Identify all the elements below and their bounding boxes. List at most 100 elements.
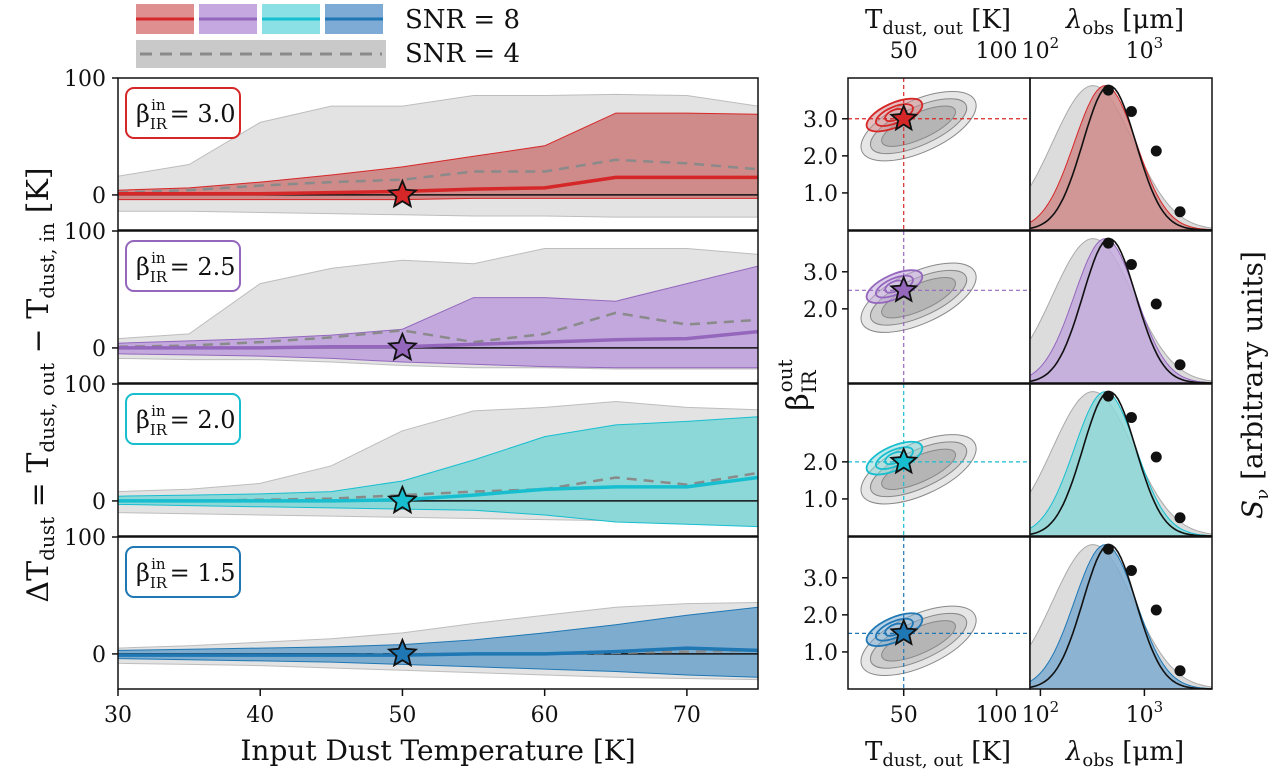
sed-data-point: [1125, 564, 1137, 576]
right-top-label: λobs [μm]: [1065, 5, 1184, 39]
snr8-median-line: [118, 175, 758, 196]
left-x-tick-label: 70: [673, 703, 701, 728]
sed-data-point: [1102, 84, 1114, 96]
left-y-tick-label: 100: [64, 220, 106, 245]
sed-data-point: [1174, 665, 1186, 677]
left-y-tick-label: 0: [92, 643, 106, 668]
mid-top-label: Tdust, out [K]: [865, 5, 1011, 39]
mid-x-tick-label-bottom: 100: [976, 703, 1018, 728]
snr4-median-line: [118, 311, 758, 349]
mid-y-tick-label: 2.0: [803, 451, 838, 476]
right-x-tick-label-top: 102: [1022, 34, 1060, 64]
sed-data-point: [1102, 237, 1114, 249]
beta-box: [125, 546, 241, 598]
right-panel-frame: [1029, 536, 1213, 690]
input-star: [889, 274, 919, 303]
snr8-median-line: [118, 646, 758, 657]
sed-curve: [1029, 84, 1212, 231]
left-x-tick-label: 40: [246, 703, 274, 728]
sed-band-color: [1029, 85, 1213, 231]
mid-panel-0: 3.0 2.0 1.0: [803, 77, 1031, 231]
beta-box-label: βIRin = 3.0: [136, 96, 235, 133]
input-star: [889, 103, 919, 132]
right-x-tick-label-bottom: 102: [1022, 698, 1060, 728]
left-x-tick-label: 60: [531, 703, 559, 728]
mid-y-tick-label: 1.0: [803, 641, 838, 666]
snr4-median-line: [118, 158, 758, 194]
left-panel-3: [118, 601, 758, 681]
input-star: [386, 484, 419, 515]
legend-snr8-swatches: [136, 4, 383, 34]
snr8-median-line: [118, 329, 758, 350]
mid-y-tick-label: 1.0: [803, 182, 838, 207]
sed-data-point: [1102, 390, 1114, 402]
input-star: [889, 446, 919, 475]
sed-curve: [1029, 543, 1212, 690]
left-panel-frame: [117, 230, 759, 384]
left-y-tick-label: 100: [64, 67, 106, 92]
mid-panel-1: 3.02.0: [803, 230, 1031, 384]
beta-box-label: βIRin = 1.5: [136, 555, 235, 592]
mid-y-label: βIRout: [773, 359, 821, 410]
sed-data-point: [1102, 543, 1114, 555]
left-panel-frame: [117, 536, 759, 690]
left-x-axis: 30 40 50 60 70: [104, 689, 701, 728]
sed-band-color: [1029, 391, 1213, 537]
left-y-tick-label: 100: [64, 526, 106, 551]
right-panel-1: [1029, 230, 1213, 384]
left-panel-frame: [117, 77, 759, 231]
sed-data-point: [1150, 604, 1162, 616]
input-star: [386, 178, 419, 209]
left-y-tick-label: 0: [92, 337, 106, 362]
left-panel-frame: [117, 383, 759, 537]
right-panel-frame: [1029, 383, 1213, 537]
sed-data-point: [1125, 411, 1137, 423]
snr8-band: [118, 606, 758, 678]
left-panel-2: [118, 400, 758, 528]
left-x-tick-label: 50: [388, 703, 416, 728]
left-y-tick-label: 100: [64, 373, 106, 398]
sed-data-point: [1125, 105, 1137, 117]
snr8-band: [118, 265, 758, 369]
legend: SNR = 8 SNR = 4: [136, 4, 520, 69]
mid-y-tick-label: 3.0: [803, 108, 838, 133]
beta-box: [125, 240, 241, 292]
legend-snr4-label: SNR = 4: [405, 39, 520, 69]
left-panel-1: [118, 248, 758, 370]
beta-box-label: βIRin = 2.0: [136, 402, 235, 439]
input-star: [889, 618, 919, 646]
sed-data-point: [1174, 206, 1186, 218]
beta-box-label: βIRin = 2.5: [136, 249, 235, 286]
sed-data-point: [1125, 258, 1137, 270]
right-bottom-label: λobs [μm]: [1065, 737, 1184, 771]
mid-y-tick-label: 3.0: [803, 567, 838, 592]
sed-data-point: [1150, 451, 1162, 463]
right-panel-0: [1029, 77, 1213, 231]
input-star: [386, 637, 419, 668]
mid-panel-3: 3.0 2.0 1.0: [803, 536, 1031, 690]
input-star: [386, 331, 419, 362]
left-y-tick-label: 0: [92, 184, 106, 209]
sed-band-color: [1029, 238, 1213, 384]
right-panel-frame: [1029, 77, 1213, 231]
mid-y-tick-label: 1.0: [803, 488, 838, 513]
sed-data-point: [1174, 359, 1186, 371]
mid-y-tick-label: 2.0: [803, 298, 838, 323]
right-x-tick-label-bottom: 103: [1126, 698, 1164, 728]
sed-band-color: [1029, 544, 1213, 690]
right-x-tick-label-top: 103: [1126, 34, 1164, 64]
right-panel-3: [1029, 536, 1213, 690]
sed-data-point: [1174, 512, 1186, 524]
mid-panel-2: 2.01.0: [803, 383, 1031, 537]
right-panels: 102 102 103 103: [1022, 34, 1213, 728]
mid-x-tick-label-top: 50: [890, 39, 918, 64]
snr8-median-line: [118, 475, 758, 503]
legend-snr8-label: SNR = 8: [405, 5, 520, 35]
left-panel-0: [118, 93, 758, 218]
left-x-tick-label: 30: [104, 703, 132, 728]
left-x-label: Input Dust Temperature [K]: [240, 734, 635, 767]
right-panel-2: [1029, 383, 1213, 537]
mid-bottom-label: Tdust, out [K]: [865, 737, 1011, 771]
beta-box: [125, 393, 241, 445]
